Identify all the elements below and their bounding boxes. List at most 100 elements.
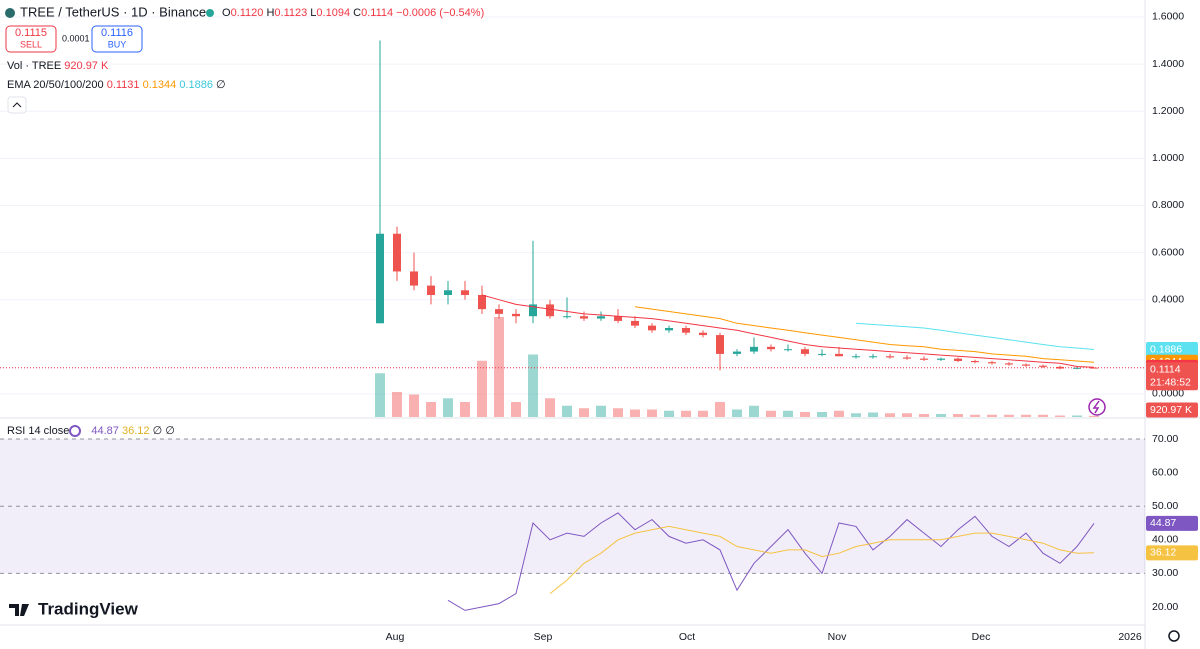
last-price-label: 0.1114	[1150, 363, 1181, 375]
rsi-empty: ∅	[153, 425, 163, 437]
volume-bar	[868, 412, 878, 417]
rsi-value: 44.87	[91, 425, 119, 437]
volume-bar	[936, 414, 946, 417]
volume-bar	[545, 398, 555, 417]
volume-bar	[800, 412, 810, 417]
volume-bar	[1089, 415, 1099, 417]
settings-button[interactable]	[1168, 630, 1180, 642]
volume-bar	[834, 410, 844, 417]
ohlc-key: C	[353, 7, 361, 19]
volume-bar	[851, 413, 861, 417]
volume-price-label: 920.97 K	[1150, 404, 1192, 416]
candle-body	[427, 285, 435, 296]
market-status	[206, 9, 214, 17]
candle-body	[699, 332, 707, 336]
ohlc-value: 0.1114	[361, 7, 393, 19]
candle-body	[767, 346, 775, 350]
rsi-ma-value: 36.12	[122, 425, 150, 437]
ohlc-value: 0.1094	[316, 7, 350, 19]
volume-bar	[1004, 414, 1014, 417]
x-tick-label: Aug	[386, 631, 405, 643]
collapse-icon	[12, 102, 22, 108]
candle-body	[580, 316, 588, 319]
y-tick-label: 0.0000	[1152, 388, 1184, 400]
volume-bar	[443, 398, 453, 417]
volume-bar	[766, 410, 776, 417]
candle-body	[1039, 365, 1047, 367]
y-tick-label: 0.8000	[1152, 199, 1184, 211]
ema-line	[855, 322, 1095, 350]
volume-bar	[1038, 414, 1048, 417]
rsi-icon	[69, 425, 81, 437]
ohlc-key: H	[266, 7, 274, 19]
y-tick-label: 60.00	[1152, 466, 1178, 478]
candle-body	[614, 316, 622, 321]
volume-bar	[596, 405, 606, 417]
rsi-price-label-box	[1146, 515, 1198, 531]
volume-bar	[562, 405, 572, 417]
symbol[interactable]: TREE / TetherUS · 1D · Binance	[20, 4, 206, 19]
brand-logo	[9, 604, 29, 616]
ema-value: 0.1131	[107, 79, 140, 91]
candle-body	[546, 304, 554, 317]
rsi-ma-line	[549, 525, 1095, 594]
volume-title: Vol · TREE	[7, 60, 61, 72]
volume-bar	[630, 409, 640, 417]
rsi-empty: ∅	[165, 425, 175, 437]
ema-value: 0.1886	[179, 79, 213, 91]
y-tick-label: 20.00	[1152, 601, 1178, 613]
candle-body	[954, 358, 962, 361]
candle-body	[648, 325, 656, 331]
candle-body	[818, 353, 826, 355]
volume-bar	[902, 413, 912, 417]
volume-bar	[664, 410, 674, 417]
candle-body	[852, 356, 860, 358]
candle-body	[784, 349, 792, 351]
candle-body	[410, 271, 418, 286]
candle-body	[733, 351, 741, 354]
ema-value: 0.1344	[143, 79, 177, 91]
candle-body	[801, 349, 809, 354]
volume-bar	[987, 414, 997, 417]
sell-price: 0.1115	[15, 27, 47, 39]
rsi-price-label: 44.87	[1150, 517, 1176, 529]
last-price-label-box	[1146, 362, 1198, 391]
candle-body	[512, 313, 520, 317]
volume-bar	[970, 414, 980, 417]
candle-body	[563, 316, 571, 318]
candle-body	[716, 335, 724, 354]
volume-bar	[1055, 415, 1065, 417]
candle-body	[886, 356, 894, 358]
sell-button[interactable]	[5, 25, 57, 53]
lightning-button[interactable]	[1088, 398, 1106, 416]
volume-bar	[885, 413, 895, 417]
last-price-label-extra: 21:48:52	[1150, 376, 1191, 388]
rsi-legend: RSI 14 close 44.87 36.12 ∅ ∅	[7, 425, 175, 437]
candle-body	[971, 360, 979, 363]
volume-bar	[409, 394, 419, 417]
y-tick-label: 40.00	[1152, 534, 1178, 546]
ema-price-label: 0.1886	[1150, 343, 1182, 355]
rsi-price-label-box	[1146, 545, 1198, 561]
ohlc-value: 0.1120	[231, 7, 264, 19]
ohlc-key: O	[222, 7, 231, 19]
ohlc-key: L	[310, 7, 316, 19]
candle-body	[478, 295, 486, 310]
collapse-button[interactable]	[7, 96, 27, 114]
volume-bar	[375, 373, 385, 417]
ema-legend: EMA 20/50/100/200 0.1131 0.1344 0.1886 ∅	[7, 79, 226, 91]
symbol-logo	[5, 8, 15, 18]
y-tick-label: 0.6000	[1152, 246, 1184, 258]
buy-price: 0.1116	[101, 27, 133, 39]
volume-bar	[698, 410, 708, 417]
candle-body	[393, 233, 401, 272]
volume-price-label-box	[1146, 402, 1198, 418]
x-tick-label: Nov	[828, 631, 847, 643]
buy-label: BUY	[108, 39, 127, 49]
candle-body	[1073, 367, 1081, 369]
y-tick-label: 70.00	[1152, 433, 1178, 445]
x-tick-label: Oct	[679, 631, 695, 643]
volume-bar	[511, 402, 521, 417]
buy-button[interactable]	[91, 25, 143, 53]
candle-body	[903, 357, 911, 359]
